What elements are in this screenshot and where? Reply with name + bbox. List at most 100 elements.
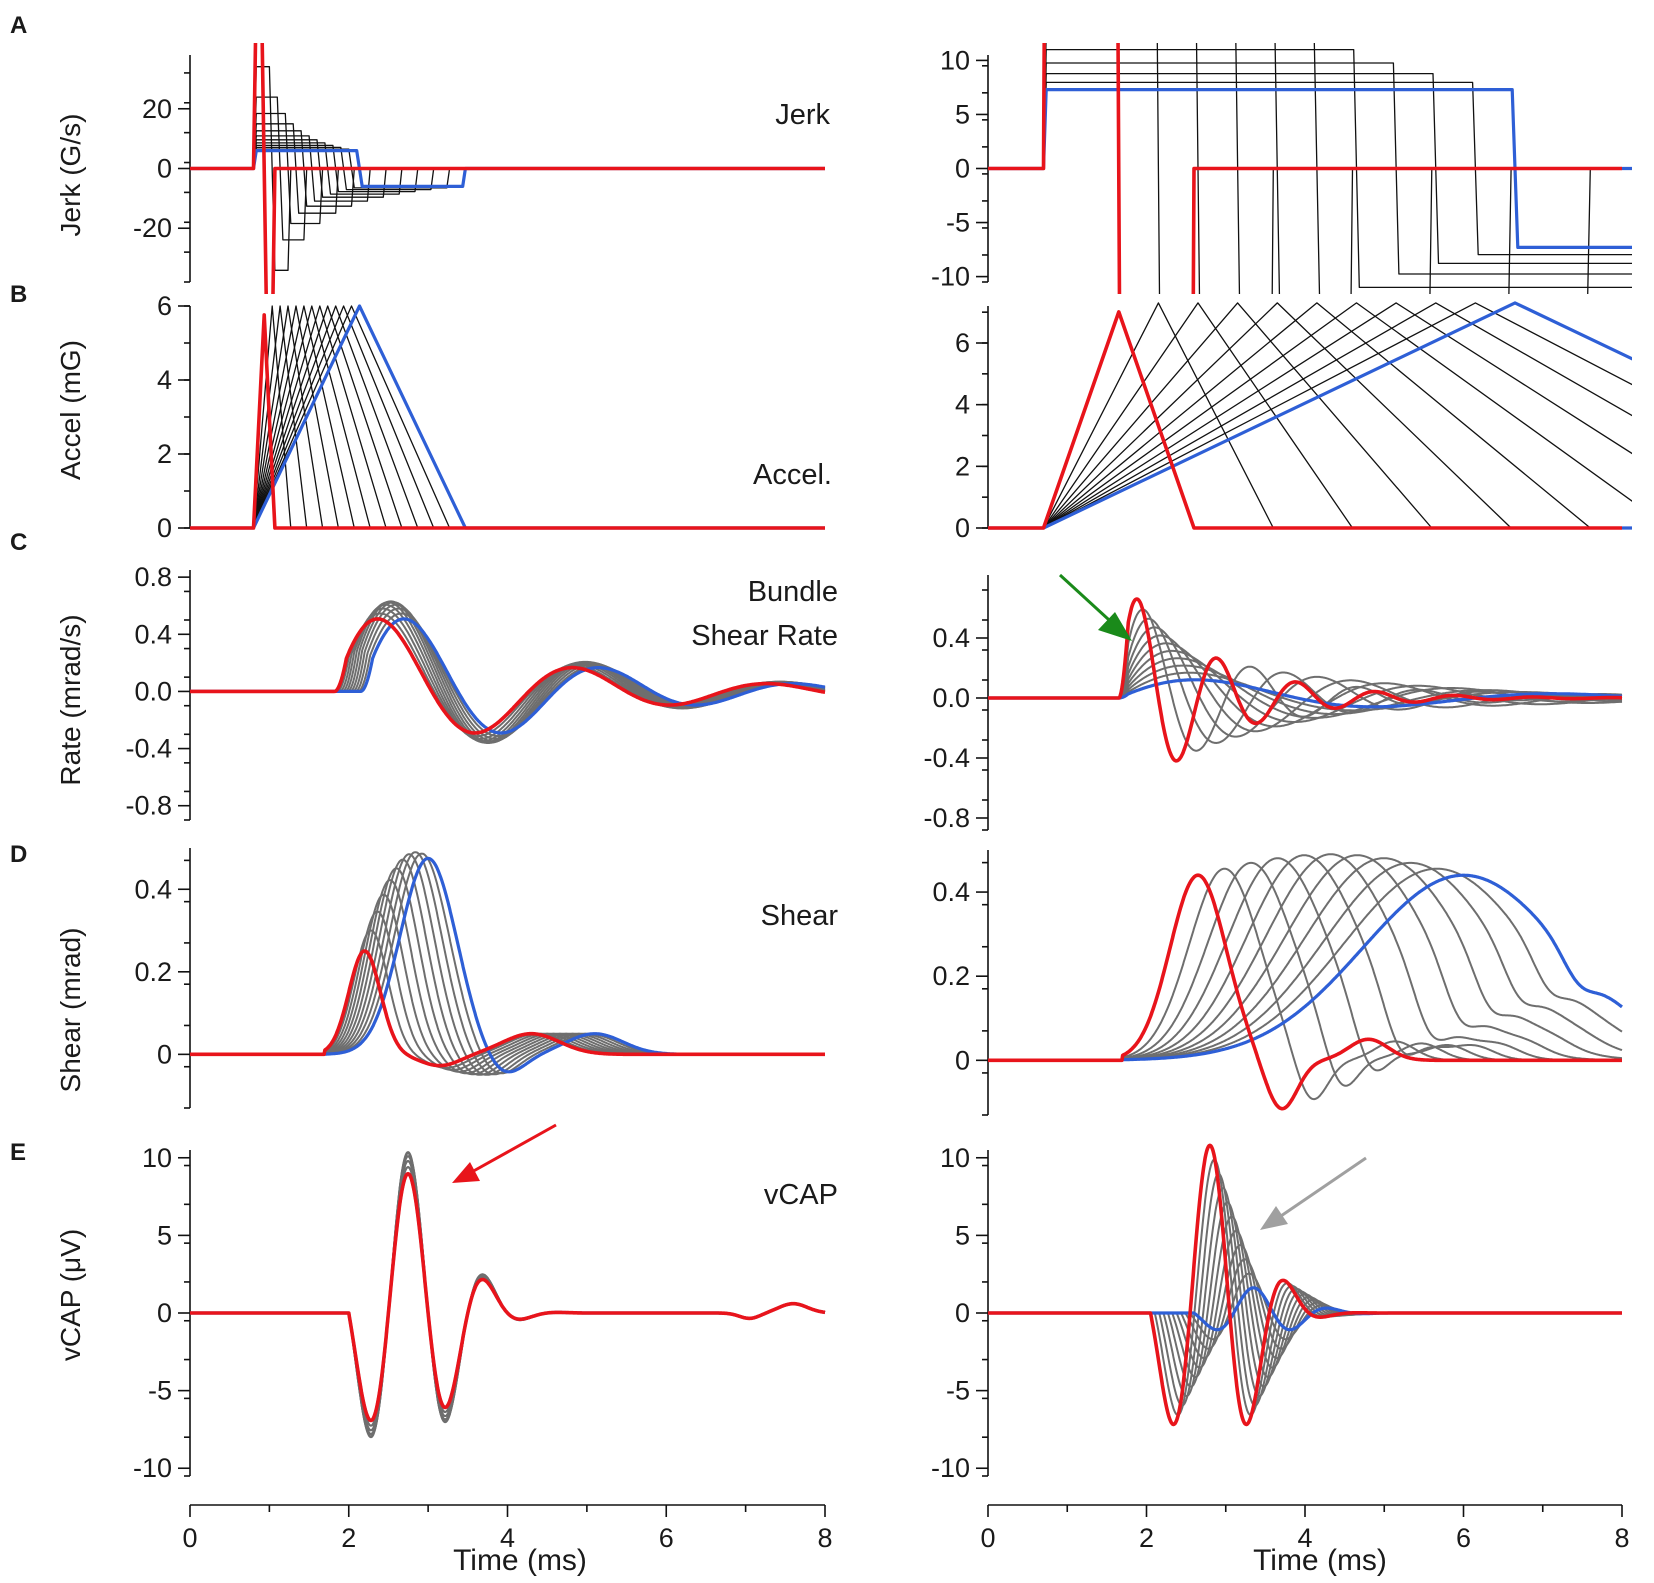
y-label-jerk: Jerk (G/s) bbox=[55, 114, 86, 237]
pulse-trace bbox=[190, 305, 825, 529]
x-axis-label-right: Time (ms) bbox=[1253, 1544, 1387, 1577]
traces-a-left bbox=[190, 43, 825, 294]
x-tick-label: 2 bbox=[1139, 1523, 1154, 1553]
y-tick-label: 0.8 bbox=[134, 562, 172, 592]
green-arrow-head bbox=[1098, 612, 1132, 641]
annotation-vcap: vCAP bbox=[764, 1179, 838, 1211]
pulse-trace bbox=[988, 302, 1632, 529]
pulse-trace bbox=[190, 305, 825, 529]
annotation-shear: Shear bbox=[761, 900, 839, 932]
y-tick-label: 0 bbox=[955, 154, 970, 184]
trace-shortest-pulse bbox=[988, 310, 1622, 530]
y-tick-label: 6 bbox=[157, 291, 172, 321]
pulse-trace bbox=[190, 305, 825, 529]
stimulus-trace bbox=[988, 617, 1623, 744]
pulse-trace bbox=[190, 305, 825, 529]
x-axis-label-left: Time (ms) bbox=[453, 1544, 587, 1577]
y-tick-label: 10 bbox=[940, 45, 970, 75]
y-label-rate: Rate (mrad/s) bbox=[55, 614, 86, 785]
y-tick-label: 0 bbox=[955, 1045, 970, 1075]
stimulus-trace bbox=[190, 1152, 826, 1438]
y-tick-label: 10 bbox=[940, 1143, 970, 1173]
traces-d-left bbox=[190, 851, 826, 1076]
x-tick-label: 0 bbox=[980, 1523, 995, 1553]
y-tick-label: 0.0 bbox=[932, 683, 970, 713]
stimulus-trace bbox=[190, 879, 826, 1075]
traces-b-right bbox=[988, 301, 1632, 530]
annotation-jerk: Jerk bbox=[775, 99, 830, 131]
x-tick-label: 2 bbox=[341, 1523, 356, 1553]
y-tick-label: -10 bbox=[931, 262, 970, 292]
y-tick-label: -0.4 bbox=[923, 743, 970, 773]
stimulus-trace bbox=[988, 1172, 1623, 1407]
panel-letter-c: C bbox=[10, 529, 27, 556]
y-tick-label: 5 bbox=[955, 1220, 970, 1250]
pulse-trace bbox=[190, 305, 825, 529]
stimulus-trace bbox=[190, 1155, 826, 1435]
panel-letter-a: A bbox=[10, 12, 27, 39]
x-tick-label: 4 bbox=[1297, 1523, 1312, 1553]
panel-d-left: 0 0.2 0.4 bbox=[134, 848, 826, 1109]
y-tick-label: 2 bbox=[157, 439, 172, 469]
stimulus-trace bbox=[190, 910, 826, 1071]
y-label-vcap: vCAP (μV) bbox=[55, 1229, 86, 1361]
stimulus-trace bbox=[190, 1151, 826, 1439]
panel-letter-b: B bbox=[10, 281, 27, 308]
panel-e-right: -10 -5 0 5 10 bbox=[931, 1143, 1623, 1483]
panel-a-right: -10 -5 0 5 10 bbox=[931, 43, 1632, 294]
panel-d-right: 0 0.2 0.4 bbox=[932, 850, 1623, 1116]
pulse-trace bbox=[190, 305, 825, 529]
x-tick-label: 8 bbox=[817, 1523, 832, 1553]
red-arrow-shaft bbox=[469, 1123, 557, 1175]
red-arrow-head bbox=[452, 1162, 480, 1183]
y-tick-label: 0 bbox=[955, 513, 970, 543]
annotation-shear-rate: Shear Rate bbox=[691, 620, 838, 652]
annotation-accel: Accel. bbox=[753, 459, 832, 491]
y-tick-label: -5 bbox=[946, 208, 970, 238]
trace-shortest-pulse bbox=[988, 597, 1623, 763]
y-tick-label: 0 bbox=[157, 1039, 172, 1069]
stimulus-trace bbox=[190, 1166, 826, 1427]
y-tick-label: 0.2 bbox=[932, 961, 970, 991]
stimulus-trace bbox=[190, 929, 826, 1069]
green-arrow bbox=[1058, 573, 1132, 641]
y-tick-label: 4 bbox=[955, 390, 970, 420]
stimulus-trace bbox=[190, 1160, 826, 1432]
stimulus-trace bbox=[988, 861, 1623, 1087]
trace-longest-pulse bbox=[988, 301, 1632, 530]
panel-e-left: -10 -5 0 5 10 bbox=[133, 1143, 826, 1483]
x-tick-label: 4 bbox=[500, 1523, 515, 1553]
stimulus-trace bbox=[988, 1229, 1623, 1369]
pulse-trace bbox=[988, 302, 1632, 529]
pulse-trace bbox=[988, 43, 1622, 294]
y-tick-label: 0.4 bbox=[134, 619, 172, 649]
y-tick-label: 0 bbox=[157, 1298, 172, 1328]
x-tick-label: 0 bbox=[182, 1523, 197, 1553]
y-tick-label: 0 bbox=[157, 513, 172, 543]
pulse-trace bbox=[190, 305, 825, 529]
red-arrow bbox=[452, 1123, 557, 1183]
trace-shortest-pulse bbox=[190, 1172, 826, 1423]
y-tick-label: -10 bbox=[133, 1453, 172, 1483]
pulse-trace bbox=[190, 305, 825, 529]
pulse-trace bbox=[190, 305, 825, 529]
y-tick-label: 10 bbox=[142, 1143, 172, 1173]
x-tick-label: 6 bbox=[659, 1523, 674, 1553]
stimulus-trace bbox=[988, 861, 1623, 1062]
pulse-trace bbox=[988, 302, 1632, 529]
panel-b-right: 0 2 4 6 bbox=[955, 301, 1632, 543]
traces-b-left bbox=[190, 304, 825, 530]
y-tick-label: 6 bbox=[955, 328, 970, 358]
stimulus-trace bbox=[190, 1160, 826, 1432]
trace-shortest-pulse bbox=[190, 949, 826, 1068]
pulse-trace bbox=[988, 43, 1622, 294]
y-tick-label: 0.2 bbox=[134, 957, 172, 987]
panel-b-left: 0 2 4 6 bbox=[157, 291, 825, 543]
trace-shortest-pulse bbox=[190, 313, 825, 530]
y-tick-label: 5 bbox=[955, 99, 970, 129]
gray-arrow-head bbox=[1260, 1206, 1288, 1230]
panel-a-left: -20 0 20 bbox=[133, 43, 825, 294]
y-tick-label: -5 bbox=[946, 1376, 970, 1406]
pulse-trace bbox=[190, 305, 825, 529]
